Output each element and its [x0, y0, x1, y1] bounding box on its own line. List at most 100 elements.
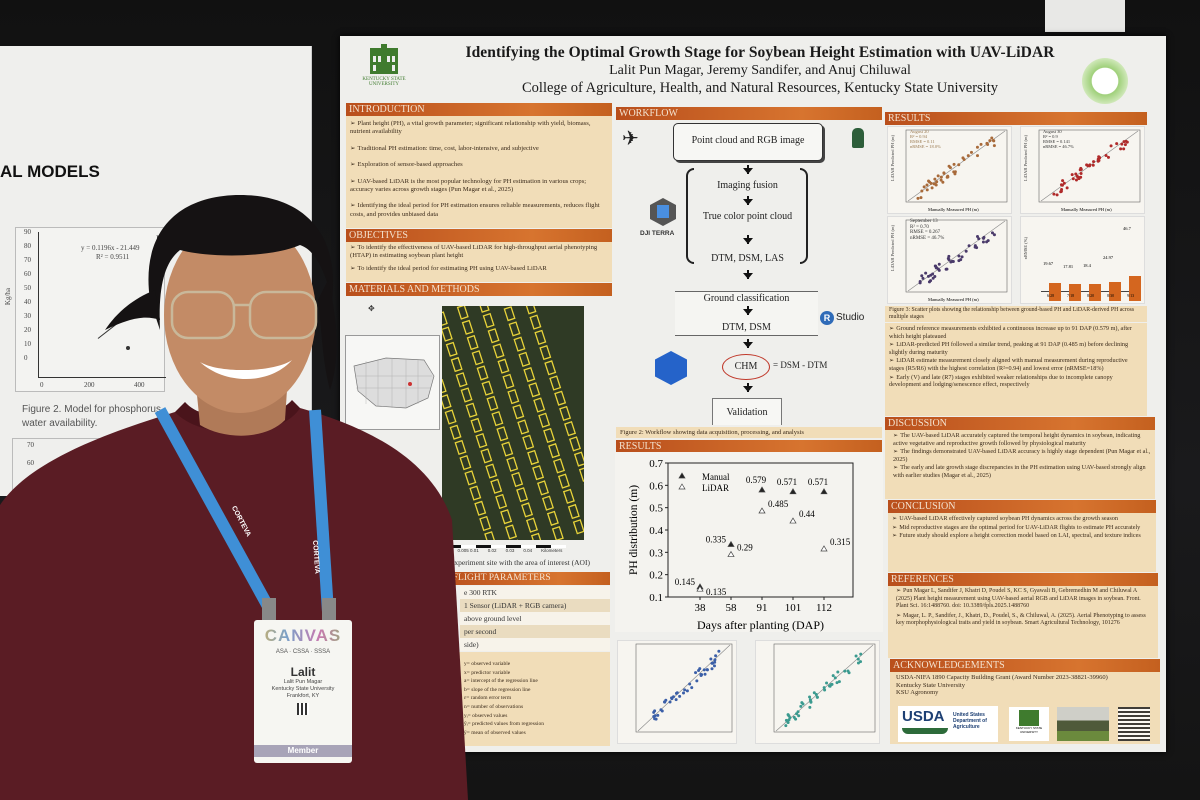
mini-data-point [975, 145, 979, 149]
usda-line: Agriculture [953, 724, 980, 730]
field-plot [578, 466, 584, 482]
arrow-icon [743, 306, 753, 315]
bar-value-label: 19.67 [1043, 261, 1054, 267]
data-point-manual [758, 486, 766, 493]
mini-data-point [920, 274, 924, 278]
mini-data-point [1106, 155, 1110, 159]
list-item: Plant height (PH), a vital growth parame… [350, 120, 608, 137]
mini-data-point [921, 276, 925, 280]
mini-regression-line [637, 644, 731, 732]
list-item: 90 [24, 228, 31, 236]
mini-data-point [1055, 193, 1059, 197]
adjacent-poster-chart-2: 70 60 50 [12, 438, 172, 500]
plot-stat: RMSE = 0.267 [910, 230, 941, 235]
field-plot [464, 470, 477, 486]
mini-data-point [941, 180, 945, 184]
field-plot [539, 344, 552, 361]
field-plot [554, 390, 567, 406]
conclusion-list: UAV-based LiDAR effectively captured soy… [888, 513, 1156, 572]
mini-plot-area [635, 643, 733, 733]
qr-code[interactable] [1118, 707, 1150, 741]
field-plot [507, 388, 520, 405]
mini-data-point [992, 144, 996, 148]
y-tick-label: 0.1 [649, 592, 663, 604]
mini-data-point [981, 240, 985, 244]
y-tick-label: 0.2 [649, 570, 663, 582]
mini-data-point [951, 260, 955, 264]
mini-data-point [973, 245, 977, 249]
mini-data-point [794, 717, 798, 721]
mini-data-point [1092, 160, 1096, 164]
mini-plot-area [905, 129, 1008, 203]
badge-first-name: Lalit [290, 665, 316, 679]
mini-data-point [1096, 159, 1100, 163]
badge-event-logo: CANVAS [254, 626, 352, 646]
results-header-middle: RESULTS [616, 440, 882, 453]
mini-data-point [991, 139, 995, 143]
field-plot [444, 409, 457, 425]
field-plot [445, 341, 458, 357]
mini-regression-line [907, 220, 1006, 292]
data-point-manual [789, 488, 797, 495]
y-tick-label: 0.3 [649, 547, 663, 559]
mini-data-point [835, 681, 839, 685]
field-plot [442, 378, 447, 395]
bar-x-label: 9/13 [1127, 293, 1135, 298]
mini-data-point [935, 180, 939, 184]
mini-data-point [1104, 153, 1108, 157]
field-plot [506, 456, 519, 472]
field-plot [548, 443, 561, 459]
mini-data-point [702, 668, 706, 672]
step-dtm-dsm: DTM, DSM [722, 322, 771, 333]
list-item: 0 [24, 354, 28, 362]
mini-data-point [990, 231, 994, 235]
field-plot [524, 306, 537, 315]
badge-societies: ASA · CSSA · SSSA [275, 649, 331, 655]
field-plot [503, 306, 516, 322]
list-item: Mid reproductive stages are the optimal … [892, 524, 1152, 532]
field-plot [559, 405, 572, 422]
ack-line: Kentucky State University [896, 681, 965, 689]
field-plot [474, 500, 487, 516]
mini-data-point [966, 154, 970, 158]
field-plot [480, 448, 493, 464]
mini-data-point [1088, 164, 1092, 168]
drone-icon: ✈ [622, 126, 639, 150]
mini-data-point [1123, 143, 1127, 147]
regression-equation: y = 0.1196x - 21.449 [81, 244, 140, 252]
badge-location: Frankfort, KY [286, 693, 320, 699]
chart-label: P [156, 234, 162, 244]
mini-data-point [1079, 175, 1083, 179]
field-plot [512, 404, 525, 420]
x-tick: 200 [84, 381, 95, 389]
flight-row: side) [460, 638, 610, 651]
usda-line: United States [953, 712, 985, 718]
introduction-list: Plant height (PH), a vital growth parame… [346, 116, 612, 228]
arrow-icon [743, 235, 753, 244]
field-plot [470, 417, 483, 434]
mini-data-point [1062, 181, 1066, 185]
x-axis-label: Manually Measured PH (m) [1061, 207, 1112, 212]
mini-data-point [683, 688, 687, 692]
data-label: 0.44 [799, 509, 815, 519]
mini-data-point [939, 175, 943, 179]
mini-data-point [797, 714, 801, 718]
mini-data-point [796, 710, 800, 714]
field-plot [479, 515, 492, 532]
field-plot [532, 465, 545, 481]
usda-text: United States Department of Agriculture [953, 712, 987, 730]
field-plot [511, 471, 524, 488]
mini-data-point [1125, 140, 1129, 144]
field-plot [449, 424, 462, 440]
results-list: Ground reference measurements exhibited … [885, 323, 1147, 416]
mini-data-point [1061, 179, 1065, 183]
field-plot [442, 311, 448, 327]
data-label: 0.29 [737, 543, 753, 553]
scale-tick: 0.03 [505, 548, 515, 553]
flight-row: e 300 RTK [460, 586, 610, 599]
field-plot [562, 488, 575, 504]
references-header: REFERENCES [888, 573, 1158, 586]
legend-marker [678, 472, 686, 479]
mini-data-point [859, 660, 863, 664]
mini-data-point [925, 188, 929, 192]
